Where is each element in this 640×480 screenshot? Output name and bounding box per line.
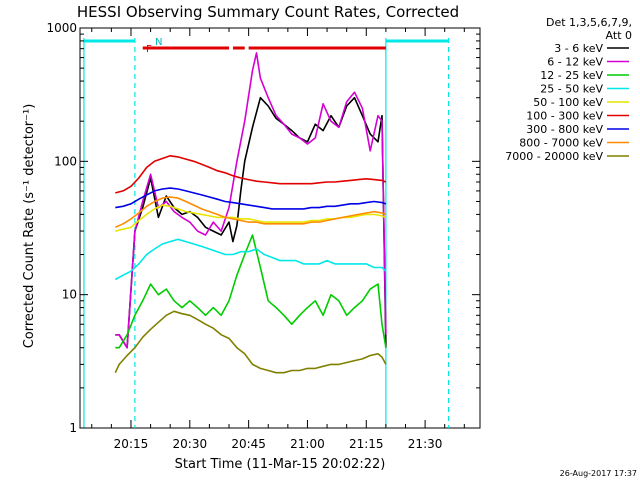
series-line: [115, 234, 387, 349]
flare-flag-label: F: [146, 44, 152, 55]
x-tick-label: 20:30: [173, 437, 208, 451]
x-tick-label: 21:00: [290, 437, 325, 451]
legend-header-line-2: Att 0: [606, 29, 632, 42]
y-tick-label: 1: [69, 421, 77, 435]
y-tick-label: 100: [54, 154, 77, 168]
series-line: [115, 187, 387, 210]
x-tick-label: 20:45: [231, 437, 266, 451]
legend-label: 3 - 6 keV: [554, 42, 603, 55]
legend-header-line-1: Det 1,3,5,6,7,9,: [546, 16, 632, 29]
axes: 1 10 100 1000 20:15 20:30 20:45 21:00 21:15 21:30: [46, 21, 480, 451]
data-series: [114, 52, 387, 374]
series-line: [115, 96, 387, 349]
legend-label: 300 - 800 keV: [526, 123, 603, 136]
night-flag-label: N: [155, 37, 162, 48]
x-tick-label: 21:15: [349, 437, 384, 451]
y-axis-label: Corrected Count Rate (s⁻¹ detector⁻¹): [22, 104, 37, 349]
x-tick-label: 21:30: [408, 437, 443, 451]
timestamp-label: 26-Aug-2017 17:37: [560, 469, 637, 478]
legend-label: 6 - 12 keV: [547, 56, 603, 69]
chart-title: HESSI Observing Summary Count Rates, Cor…: [77, 3, 459, 21]
series-line: [114, 238, 387, 281]
legend-label: 50 - 100 keV: [533, 96, 603, 109]
series-line: [115, 204, 387, 232]
legend-label: 25 - 50 keV: [540, 83, 603, 96]
plot-area: [79, 27, 481, 429]
legend-label: 100 - 300 keV: [526, 110, 603, 123]
status-flags: FN: [83, 37, 449, 55]
y-tick-label: 10: [62, 288, 77, 302]
series-line: [114, 310, 387, 374]
x-tick-label: 20:15: [114, 437, 149, 451]
x-axis-label: Start Time (11-Mar-15 20:02:22): [175, 457, 386, 472]
series-line: [114, 196, 387, 229]
plot-frame: [79, 27, 481, 429]
y-tick-label: 1000: [46, 21, 77, 35]
series-line: [115, 155, 387, 194]
legend-label: 12 - 25 keV: [540, 69, 603, 82]
legend-label: 800 - 7000 keV: [519, 137, 603, 150]
legend-label: 7000 - 20000 keV: [505, 150, 603, 163]
